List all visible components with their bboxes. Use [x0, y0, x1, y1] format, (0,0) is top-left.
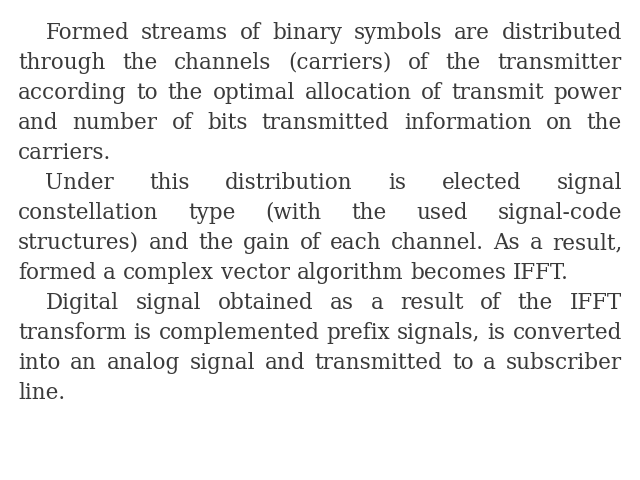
Text: As: As — [493, 232, 520, 254]
Text: bits: bits — [207, 112, 248, 134]
Text: type: type — [188, 202, 236, 224]
Text: transmit: transmit — [452, 82, 544, 104]
Text: is: is — [133, 322, 152, 344]
Text: the: the — [168, 82, 203, 104]
Text: into: into — [18, 352, 60, 374]
Text: is: is — [388, 172, 406, 194]
Text: a: a — [103, 262, 116, 284]
Text: Under: Under — [45, 172, 115, 194]
Text: of: of — [480, 292, 501, 314]
Text: a: a — [483, 352, 496, 374]
Text: gain: gain — [243, 232, 291, 254]
Text: allocation: allocation — [305, 82, 412, 104]
Text: prefix: prefix — [326, 322, 390, 344]
Text: line.: line. — [18, 382, 65, 404]
Text: signal-code: signal-code — [497, 202, 622, 224]
Text: Digital: Digital — [45, 292, 118, 314]
Text: through: through — [18, 52, 106, 74]
Text: (with: (with — [266, 202, 321, 224]
Text: as: as — [330, 292, 354, 314]
Text: complemented: complemented — [159, 322, 319, 344]
Text: formed: formed — [18, 262, 96, 284]
Text: streams: streams — [141, 22, 228, 44]
Text: a: a — [529, 232, 542, 254]
Text: structures): structures) — [18, 232, 139, 254]
Text: and: and — [18, 112, 58, 134]
Text: information: information — [404, 112, 531, 134]
Text: analog: analog — [106, 352, 180, 374]
Text: of: of — [408, 52, 429, 74]
Text: transmitted: transmitted — [262, 112, 390, 134]
Text: transmitter: transmitter — [498, 52, 622, 74]
Text: number: number — [73, 112, 157, 134]
Text: elected: elected — [442, 172, 521, 194]
Text: an: an — [70, 352, 97, 374]
Text: of: of — [239, 22, 260, 44]
Text: IFFT: IFFT — [570, 292, 622, 314]
Text: the: the — [518, 292, 553, 314]
Text: and: and — [148, 232, 189, 254]
Text: to: to — [452, 352, 474, 374]
Text: signal: signal — [189, 352, 255, 374]
Text: on: on — [546, 112, 573, 134]
Text: vector: vector — [221, 262, 290, 284]
Text: channels: channels — [174, 52, 271, 74]
Text: algorithm: algorithm — [296, 262, 403, 284]
Text: this: this — [150, 172, 190, 194]
Text: signal: signal — [557, 172, 622, 194]
Text: converted: converted — [513, 322, 622, 344]
Text: binary: binary — [272, 22, 342, 44]
Text: complex: complex — [123, 262, 214, 284]
Text: obtained: obtained — [218, 292, 313, 314]
Text: symbols: symbols — [354, 22, 442, 44]
Text: IFFT.: IFFT. — [513, 262, 569, 284]
Text: (carriers): (carriers) — [288, 52, 392, 74]
Text: result,: result, — [552, 232, 622, 254]
Text: subscriber: subscriber — [506, 352, 622, 374]
Text: each: each — [330, 232, 382, 254]
Text: of: of — [300, 232, 321, 254]
Text: channel.: channel. — [391, 232, 484, 254]
Text: the: the — [122, 52, 157, 74]
Text: carriers.: carriers. — [18, 142, 111, 164]
Text: are: are — [454, 22, 490, 44]
Text: distributed: distributed — [502, 22, 622, 44]
Text: of: of — [172, 112, 193, 134]
Text: the: the — [198, 232, 234, 254]
Text: transform: transform — [18, 322, 126, 344]
Text: according: according — [18, 82, 127, 104]
Text: optimal: optimal — [212, 82, 295, 104]
Text: signal: signal — [135, 292, 201, 314]
Text: of: of — [421, 82, 442, 104]
Text: transmitted: transmitted — [315, 352, 442, 374]
Text: signals,: signals, — [397, 322, 481, 344]
Text: to: to — [136, 82, 158, 104]
Text: used: used — [416, 202, 468, 224]
Text: the: the — [446, 52, 481, 74]
Text: becomes: becomes — [410, 262, 506, 284]
Text: constellation: constellation — [18, 202, 159, 224]
Text: is: is — [488, 322, 506, 344]
Text: a: a — [371, 292, 383, 314]
Text: distribution: distribution — [225, 172, 353, 194]
Text: the: the — [587, 112, 622, 134]
Text: Formed: Formed — [45, 22, 129, 44]
Text: power: power — [554, 82, 622, 104]
Text: result: result — [400, 292, 463, 314]
Text: the: the — [351, 202, 387, 224]
Text: and: and — [264, 352, 305, 374]
